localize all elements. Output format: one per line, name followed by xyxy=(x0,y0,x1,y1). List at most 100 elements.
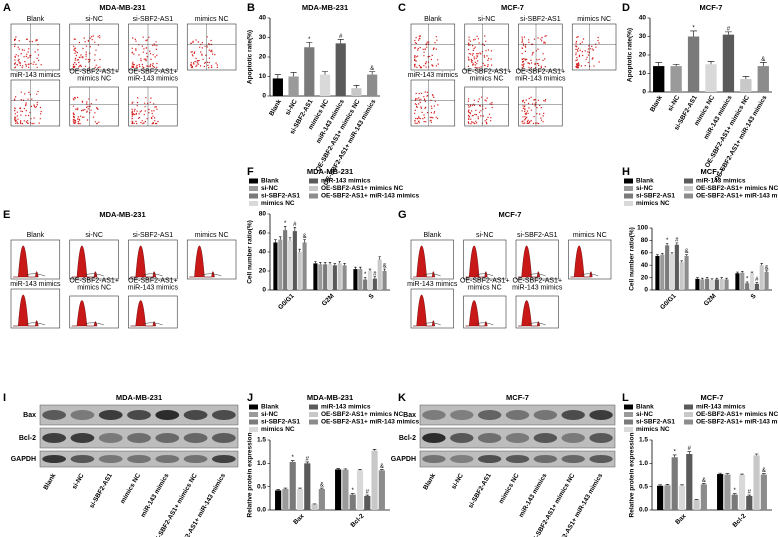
blot-band xyxy=(422,410,446,420)
bar xyxy=(363,279,368,290)
bar xyxy=(674,244,679,290)
bar xyxy=(342,469,349,510)
y-tick-label: 1.0 xyxy=(639,460,648,467)
legend-label: mimics NC xyxy=(636,426,670,433)
histogram-peak xyxy=(413,245,436,278)
error-bar xyxy=(321,71,329,75)
histogram-trace xyxy=(528,322,546,326)
plot-label: miR-143 mimics xyxy=(128,284,179,291)
error-bar xyxy=(710,278,714,281)
x-tick-label: G0/G1 xyxy=(277,292,296,311)
significance-marker: # xyxy=(293,222,297,228)
bar xyxy=(671,457,678,510)
significance-marker: * xyxy=(308,37,311,43)
plot-label: OE-SBF2-AS1+ xyxy=(516,68,566,75)
error-bar xyxy=(363,277,367,280)
error-bar xyxy=(655,62,663,67)
significance-marker: & xyxy=(685,249,689,255)
error-bar xyxy=(707,61,715,65)
histogram-trace xyxy=(84,322,104,326)
histogram-peak xyxy=(413,294,436,327)
histogram-peak xyxy=(518,245,541,278)
bar xyxy=(283,230,288,290)
plot-frame xyxy=(128,23,178,71)
legend-swatch xyxy=(249,186,258,191)
blot-band xyxy=(211,455,236,463)
bar xyxy=(367,271,373,290)
legend-swatch xyxy=(624,193,633,199)
legend-label: si-SBF2-AS1 xyxy=(636,193,675,200)
plot-label: miR-143 mimics xyxy=(128,75,179,82)
blot-row-label: Bcl-2 xyxy=(19,435,36,442)
error-bar xyxy=(372,449,377,451)
legend-swatch xyxy=(309,186,318,191)
bar xyxy=(278,239,283,290)
blot-band xyxy=(505,410,530,420)
significance-marker: & xyxy=(370,66,374,72)
plot-frame xyxy=(464,23,509,71)
blot-row-label: Bcl-2 xyxy=(399,435,416,442)
blot-band xyxy=(505,433,530,443)
blot-band xyxy=(533,410,558,420)
panel-title: MCF-7 xyxy=(501,3,524,12)
y-tick-label: 30 xyxy=(259,34,267,41)
bar xyxy=(660,254,665,290)
bar xyxy=(735,273,740,290)
x-tick-label: si-NC xyxy=(284,98,299,116)
legend-swatch xyxy=(309,419,318,425)
blot-band xyxy=(70,433,95,443)
error-bar xyxy=(354,266,357,270)
plot-frame xyxy=(69,23,119,71)
y-axis-label: Apoptotic rate(%) xyxy=(247,30,254,84)
legend-swatch xyxy=(249,427,258,432)
plot-label: OE-SBF2-AS1+ xyxy=(512,277,562,284)
blot-strip xyxy=(39,427,239,449)
blot-band xyxy=(98,455,123,463)
bar xyxy=(272,78,283,96)
plot-label: mimics NC xyxy=(195,232,229,239)
y-axis-label: Cell number ratio(%) xyxy=(247,220,254,284)
chart-title: MCF-7 xyxy=(701,393,724,402)
histogram-trace xyxy=(581,273,599,277)
bar xyxy=(377,259,382,290)
y-tick-label: 0.0 xyxy=(257,507,266,514)
blot-band xyxy=(561,433,585,443)
blot-band xyxy=(98,410,123,420)
blot-lane-label: Blank xyxy=(422,472,437,491)
blot-band xyxy=(70,410,95,420)
plot-label: si-SBF2-AS1 xyxy=(517,232,558,239)
x-tick-label: Bcl-2 xyxy=(731,512,747,528)
plot-frame xyxy=(410,23,456,71)
legend-label: OE-SBF2-AS1+ mimics NC xyxy=(321,185,403,192)
x-tick-label: G2M xyxy=(703,293,718,308)
blot-band xyxy=(127,433,151,443)
blot-band xyxy=(589,433,613,443)
blot-lane-label: si-NC xyxy=(450,472,465,490)
blot-row-label: Bax xyxy=(23,412,36,419)
blot-band xyxy=(450,433,474,443)
bar xyxy=(753,455,760,510)
panel-label: K xyxy=(398,392,406,404)
error-bar xyxy=(732,493,737,495)
histogram-peak xyxy=(13,294,39,327)
plot-frame xyxy=(128,86,178,127)
legend-label: OE-SBF2-AS1+ miR-143 mimics xyxy=(321,419,419,426)
legend-label: mimics NC xyxy=(261,426,295,433)
y-tick-label: 1.0 xyxy=(257,460,266,467)
legend-label: OE-SBF2-AS1+ mimics NC xyxy=(696,411,778,418)
plot-label: OE-SBF2-AS1+ xyxy=(69,68,119,75)
blot-strip xyxy=(39,450,239,468)
x-tick-label: G2M xyxy=(321,293,336,308)
legend-swatch xyxy=(309,193,318,199)
error-bar xyxy=(279,236,282,240)
plot-label: miR-143 mimics xyxy=(515,75,566,82)
legend-label: Blank xyxy=(261,404,279,411)
bar xyxy=(364,496,371,510)
flow-dots xyxy=(190,36,218,69)
significance-marker: & xyxy=(702,478,706,484)
error-bar xyxy=(283,487,288,489)
bar xyxy=(372,278,377,290)
error-bar xyxy=(736,271,739,274)
blot-band xyxy=(450,455,474,463)
plot-label: Blank xyxy=(27,16,45,23)
